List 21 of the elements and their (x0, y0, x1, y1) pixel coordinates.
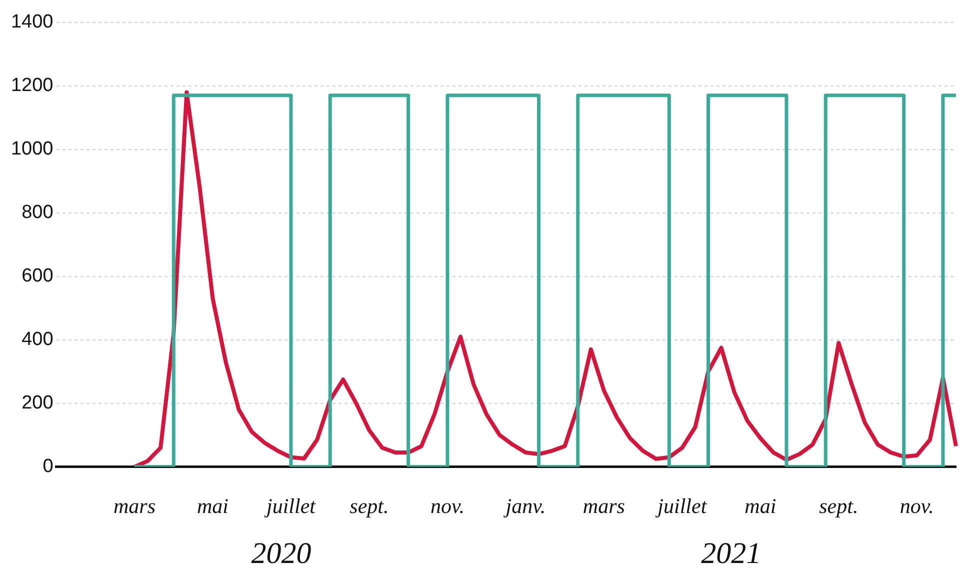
x-tick-label: sept. (350, 494, 389, 518)
x-tick-label: juillet (263, 494, 317, 518)
y-tick-label: 200 (22, 392, 54, 414)
x-tick-label: mai (196, 494, 229, 518)
x-tick-label: mai (744, 494, 776, 518)
x-tick-label: juillet (654, 494, 708, 518)
y-tick-label: 400 (22, 329, 54, 350)
x-tick-label: janv. (502, 494, 546, 518)
y-tick-label: 600 (22, 266, 54, 287)
y-tick-label: 1000 (10, 138, 54, 160)
x-tick-label: mars (113, 494, 156, 518)
x-tick-label: sept. (819, 494, 858, 518)
x-tick-label: nov. (430, 494, 464, 518)
y-tick-label: 0 (42, 456, 54, 478)
text: 2020 (251, 536, 312, 570)
x-tick-label: nov. (900, 494, 934, 518)
y-tick-label: 1400 (10, 12, 54, 33)
y-tick-label: 1200 (10, 75, 54, 96)
text: 2021 (701, 536, 762, 570)
x-tick-label: mars (582, 494, 625, 518)
y-tick-label: 800 (22, 202, 54, 224)
